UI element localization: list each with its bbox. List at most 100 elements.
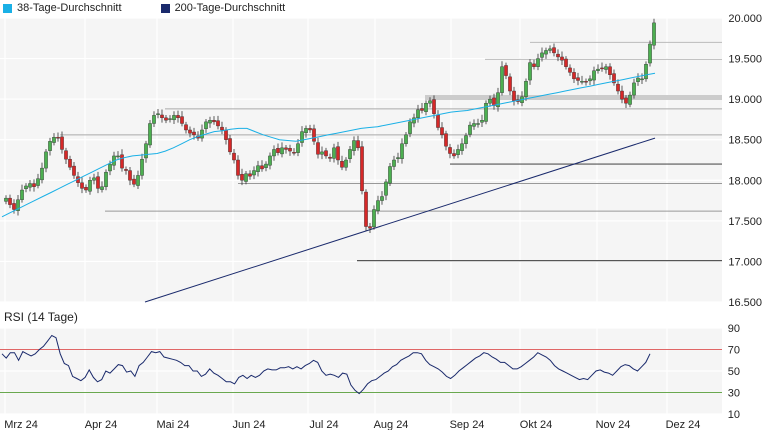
candle xyxy=(284,147,288,150)
candle xyxy=(188,129,192,134)
candle xyxy=(588,78,592,82)
candle xyxy=(232,152,236,161)
candle xyxy=(540,52,544,58)
candle xyxy=(468,124,472,135)
candle xyxy=(28,183,32,188)
candle xyxy=(108,163,112,172)
candle xyxy=(356,140,360,149)
candle xyxy=(600,67,604,70)
candle xyxy=(424,102,428,112)
price-ytick-label: 20.000 xyxy=(728,13,762,25)
candle xyxy=(616,83,620,92)
candle xyxy=(644,64,648,80)
rsi-ytick-label: 90 xyxy=(728,323,740,335)
ma200-swatch xyxy=(160,3,170,13)
candle xyxy=(512,90,516,101)
candle xyxy=(420,108,424,111)
candle xyxy=(320,151,324,155)
candle xyxy=(272,149,276,157)
candle xyxy=(488,98,492,104)
candle xyxy=(352,140,356,151)
price-ytick-label: 19.000 xyxy=(728,94,762,106)
candle xyxy=(416,109,420,119)
candle xyxy=(84,186,88,191)
candle xyxy=(500,66,504,93)
candle xyxy=(612,73,616,84)
candle xyxy=(176,115,180,119)
candle xyxy=(636,77,640,82)
candle xyxy=(652,22,656,46)
candle xyxy=(276,148,280,153)
candle xyxy=(116,155,120,158)
xtick-label: Mai 24 xyxy=(156,419,189,430)
candle xyxy=(288,148,292,152)
candle xyxy=(180,116,184,124)
candle xyxy=(140,158,144,176)
candle xyxy=(552,47,556,54)
candle xyxy=(304,128,308,134)
candle xyxy=(8,197,12,205)
candle xyxy=(412,117,416,124)
candle xyxy=(372,209,376,228)
candle xyxy=(568,67,572,73)
candle xyxy=(40,167,44,181)
candle xyxy=(152,115,156,124)
legend-label-ma200: 200-Tage-Durchschnitt xyxy=(174,2,286,14)
candle xyxy=(544,50,548,55)
candle xyxy=(388,166,392,184)
candle xyxy=(168,118,172,120)
candle xyxy=(60,136,64,150)
candle xyxy=(132,178,136,185)
candle xyxy=(236,159,240,176)
candle xyxy=(104,171,108,187)
candle xyxy=(560,56,564,61)
candle xyxy=(72,165,76,176)
candle xyxy=(312,128,316,142)
xtick-label: Jul 24 xyxy=(309,419,338,430)
xtick-label: Jun 24 xyxy=(232,419,265,430)
candle xyxy=(20,189,24,200)
candle xyxy=(556,53,560,58)
price-ytick-label: 18.000 xyxy=(728,175,762,187)
candle xyxy=(240,173,244,181)
candle xyxy=(400,143,404,159)
candle xyxy=(48,141,52,151)
price-ytick-label: 18.500 xyxy=(728,135,762,147)
candle xyxy=(576,77,580,81)
candle xyxy=(124,169,128,171)
xtick-label: Sep 24 xyxy=(450,419,485,430)
candle xyxy=(480,120,484,123)
candle xyxy=(536,58,540,67)
ma38-swatch xyxy=(3,3,12,13)
candle xyxy=(252,170,256,176)
candle xyxy=(608,66,612,76)
candle xyxy=(120,154,124,169)
rsi-line xyxy=(1,334,651,395)
candle xyxy=(340,161,344,168)
candle xyxy=(504,65,508,76)
candle xyxy=(580,81,584,83)
candle xyxy=(160,114,164,119)
candle xyxy=(164,117,168,121)
price-ytick-label: 17.500 xyxy=(728,216,762,228)
candle xyxy=(32,183,36,187)
candle xyxy=(628,94,632,105)
rsi-ytick-label: 10 xyxy=(728,409,740,421)
candle xyxy=(364,191,368,227)
candle xyxy=(524,81,528,97)
candle xyxy=(380,196,384,201)
xtick-label: Aug 24 xyxy=(374,419,409,430)
candle xyxy=(472,123,476,127)
candle xyxy=(476,123,480,125)
price-ytick-label: 17.000 xyxy=(728,256,762,268)
candle xyxy=(368,226,372,229)
candle xyxy=(460,143,464,151)
candle xyxy=(428,100,432,104)
xtick-label: Mrz 24 xyxy=(4,419,38,430)
rsi-title: RSI (14 Tage) xyxy=(4,310,78,324)
candle xyxy=(212,120,216,123)
price-ytick-label: 19.500 xyxy=(728,54,762,66)
candle xyxy=(256,165,260,172)
